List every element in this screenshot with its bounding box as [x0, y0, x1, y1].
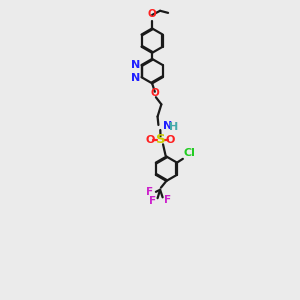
- Text: F: F: [149, 196, 156, 206]
- Text: O: O: [148, 9, 157, 19]
- Text: F: F: [146, 187, 153, 197]
- Text: N: N: [130, 73, 140, 83]
- Text: N: N: [130, 60, 140, 70]
- Text: S: S: [156, 133, 165, 146]
- Text: H: H: [169, 122, 178, 132]
- Text: N: N: [163, 122, 172, 131]
- Text: O: O: [166, 135, 175, 145]
- Text: Cl: Cl: [184, 148, 196, 158]
- Text: O: O: [150, 88, 159, 98]
- Text: O: O: [146, 135, 155, 145]
- Text: F: F: [164, 195, 171, 205]
